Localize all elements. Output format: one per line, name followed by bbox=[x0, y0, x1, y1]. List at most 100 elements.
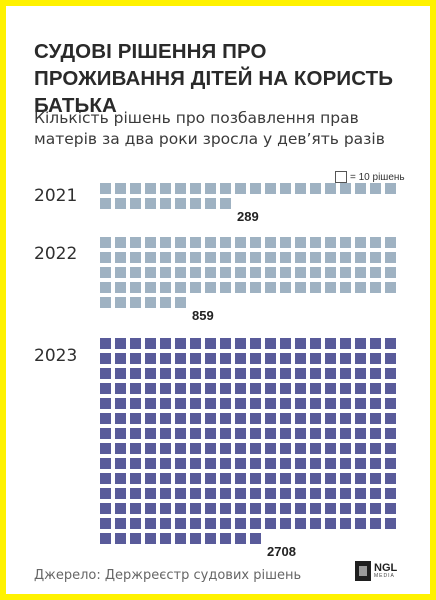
waffle-square-2023 bbox=[340, 473, 351, 484]
waffle-square-2022 bbox=[340, 267, 351, 278]
waffle-square-2023 bbox=[385, 398, 396, 409]
waffle-square-2023 bbox=[295, 353, 306, 364]
waffle-square-2023 bbox=[235, 533, 246, 544]
waffle-square-2023 bbox=[175, 488, 186, 499]
waffle-square-2023 bbox=[175, 533, 186, 544]
waffle-square-2023 bbox=[160, 383, 171, 394]
waffle-square-2023 bbox=[280, 398, 291, 409]
waffle-square-2023 bbox=[130, 338, 141, 349]
waffle-square-2022 bbox=[145, 267, 156, 278]
waffle-square-2023 bbox=[190, 488, 201, 499]
waffle-square-2023 bbox=[175, 473, 186, 484]
waffle-square-2023 bbox=[280, 383, 291, 394]
waffle-square-2023 bbox=[100, 458, 111, 469]
waffle-square-2022 bbox=[295, 282, 306, 293]
waffle-square-2022 bbox=[325, 282, 336, 293]
waffle-square-2023 bbox=[160, 338, 171, 349]
waffle-square-2022 bbox=[385, 237, 396, 248]
waffle-square-2023 bbox=[310, 488, 321, 499]
waffle-square-2023 bbox=[340, 488, 351, 499]
waffle-square-2022 bbox=[340, 252, 351, 263]
waffle-square-2022 bbox=[100, 252, 111, 263]
waffle-square-2023 bbox=[145, 488, 156, 499]
waffle-square-2023 bbox=[160, 443, 171, 454]
waffle-square-2022 bbox=[145, 282, 156, 293]
waffle-square-2022 bbox=[385, 267, 396, 278]
waffle-square-2023 bbox=[115, 533, 126, 544]
waffle-square-2023 bbox=[235, 413, 246, 424]
waffle-square-2023 bbox=[295, 488, 306, 499]
waffle-square-2023 bbox=[325, 368, 336, 379]
waffle-square-2023 bbox=[385, 488, 396, 499]
waffle-square-2023 bbox=[205, 473, 216, 484]
waffle-square-2023 bbox=[235, 443, 246, 454]
waffle-square-2023 bbox=[220, 353, 231, 364]
waffle-square-2023 bbox=[175, 368, 186, 379]
waffle-square-2023 bbox=[235, 503, 246, 514]
waffle-square-2023 bbox=[130, 353, 141, 364]
waffle-square-2022 bbox=[160, 282, 171, 293]
waffle-square-2023 bbox=[175, 383, 186, 394]
waffle-square-2023 bbox=[385, 503, 396, 514]
waffle-square-2023 bbox=[355, 368, 366, 379]
waffle-square-2023 bbox=[265, 428, 276, 439]
waffle-square-2023 bbox=[385, 428, 396, 439]
waffle-square-2023 bbox=[160, 368, 171, 379]
waffle-square-2023 bbox=[265, 473, 276, 484]
waffle-square-2022 bbox=[145, 297, 156, 308]
waffle-square-2021 bbox=[145, 198, 156, 209]
waffle-square-2022 bbox=[250, 282, 261, 293]
waffle-square-2021 bbox=[385, 183, 396, 194]
waffle-square-2022 bbox=[265, 282, 276, 293]
chart-title: СУДОВІ РІШЕННЯ ПРО ПРОЖИВАННЯ ДІТЕЙ НА К… bbox=[34, 40, 394, 117]
waffle-square-2022 bbox=[220, 237, 231, 248]
waffle-square-2023 bbox=[145, 398, 156, 409]
waffle-square-2023 bbox=[130, 428, 141, 439]
waffle-square-2023 bbox=[160, 533, 171, 544]
waffle-square-2023 bbox=[340, 443, 351, 454]
waffle-square-2023 bbox=[265, 398, 276, 409]
waffle-square-2023 bbox=[355, 503, 366, 514]
waffle-square-2022 bbox=[265, 252, 276, 263]
waffle-square-2022 bbox=[190, 267, 201, 278]
waffle-square-2023 bbox=[190, 518, 201, 529]
waffle-square-2023 bbox=[310, 383, 321, 394]
waffle-square-2021 bbox=[115, 198, 126, 209]
waffle-square-2023 bbox=[145, 368, 156, 379]
waffle-square-2023 bbox=[190, 353, 201, 364]
waffle-square-2023 bbox=[130, 473, 141, 484]
waffle-square-2022 bbox=[325, 267, 336, 278]
waffle-square-2023 bbox=[115, 398, 126, 409]
waffle-square-2022 bbox=[355, 282, 366, 293]
waffle-square-2021 bbox=[100, 198, 111, 209]
waffle-square-2023 bbox=[220, 473, 231, 484]
logo-sub-text: MEDIA bbox=[374, 573, 395, 579]
waffle-square-2023 bbox=[130, 398, 141, 409]
waffle-square-2022 bbox=[370, 282, 381, 293]
waffle-square-2023 bbox=[265, 503, 276, 514]
waffle-square-2023 bbox=[235, 518, 246, 529]
waffle-square-2023 bbox=[340, 428, 351, 439]
legend-label: = 10 рішень bbox=[350, 171, 405, 183]
waffle-square-2023 bbox=[100, 518, 111, 529]
waffle-square-2023 bbox=[205, 518, 216, 529]
waffle-square-2023 bbox=[160, 473, 171, 484]
waffle-square-2023 bbox=[310, 443, 321, 454]
waffle-square-2022 bbox=[385, 252, 396, 263]
waffle-square-2022 bbox=[280, 267, 291, 278]
waffle-square-2023 bbox=[175, 338, 186, 349]
waffle-square-2022 bbox=[310, 267, 321, 278]
waffle-square-2022 bbox=[100, 267, 111, 278]
waffle-square-2023 bbox=[190, 473, 201, 484]
waffle-square-2023 bbox=[265, 383, 276, 394]
waffle-square-2023 bbox=[130, 533, 141, 544]
waffle-square-2023 bbox=[145, 428, 156, 439]
waffle-square-2023 bbox=[250, 458, 261, 469]
waffle-square-2023 bbox=[385, 383, 396, 394]
waffle-square-2023 bbox=[340, 383, 351, 394]
waffle-square-2021 bbox=[205, 183, 216, 194]
waffle-square-2023 bbox=[385, 413, 396, 424]
waffle-square-2022 bbox=[355, 252, 366, 263]
waffle-square-2023 bbox=[160, 458, 171, 469]
waffle-square-2023 bbox=[175, 518, 186, 529]
